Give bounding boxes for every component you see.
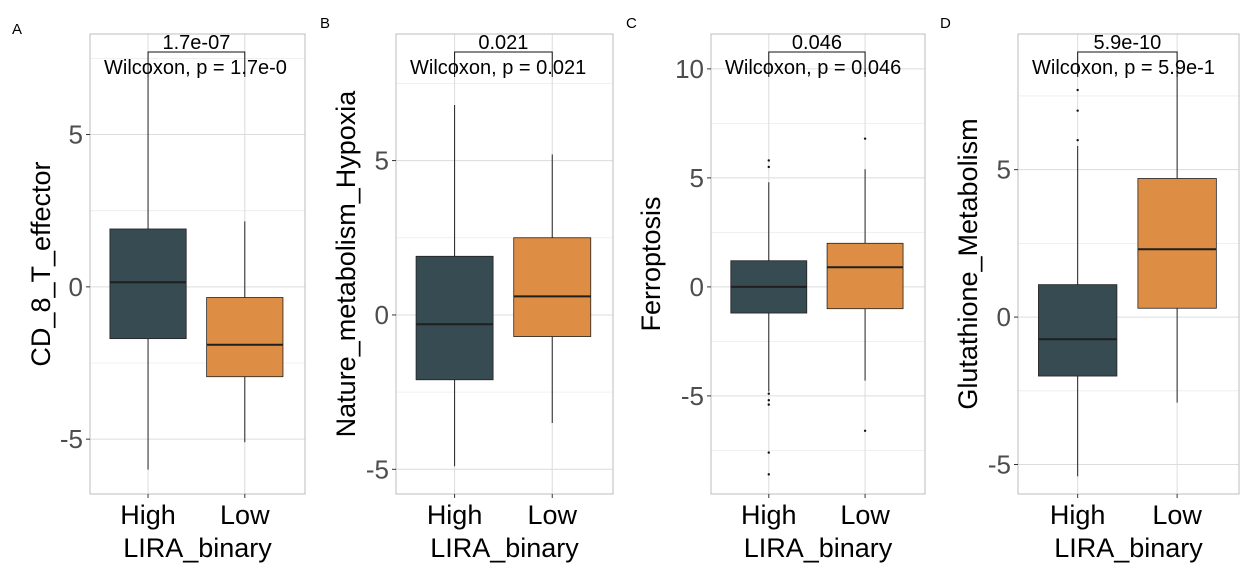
panel-D: 5.9e-10 Wilcoxon, p = 5.9e-1 -5 0 5 High LowLI… (940, 15, 1240, 563)
x-tick-label: Low (840, 500, 890, 530)
significance-bracket (454, 51, 553, 77)
test-label: Wilcoxon, p = 0.046 (725, 57, 901, 79)
x-axis-label: LIRA_binary (1054, 533, 1203, 563)
panel-border (89, 33, 306, 495)
box-body (1137, 178, 1217, 309)
test-label: Wilcoxon, p = 5.9e-1 (1032, 57, 1215, 79)
box-high (415, 105, 494, 467)
y-tick-label: 5 (997, 155, 1011, 185)
x-tick-label: High (741, 500, 797, 530)
box-body (826, 242, 904, 310)
y-tick-label: 5 (375, 146, 389, 176)
panel-letter: D (940, 15, 951, 32)
x-tick-label: Low (1152, 500, 1202, 530)
box-low (1137, 66, 1217, 403)
p-value-label: 0.046 (792, 32, 842, 54)
x-axis-label: LIRA_binary (744, 533, 893, 563)
box-low (826, 137, 904, 432)
boxplots (109, 76, 284, 470)
box-high (1038, 88, 1118, 477)
test-label: Wilcoxon, p = 0.021 (410, 57, 586, 79)
outlier-point (767, 165, 770, 169)
outlier-point (1076, 88, 1079, 92)
outlier-point (767, 451, 770, 454)
box-body (415, 255, 494, 381)
panel-border (1017, 33, 1240, 495)
y-axis-label: CD_8_T_effector (26, 161, 56, 366)
box-body (1038, 284, 1118, 377)
y-tick-label: -5 (988, 450, 1011, 480)
x-tick-label: Low (220, 500, 270, 530)
outlier-point (767, 403, 770, 406)
boxplots (730, 137, 904, 476)
outlier-point (1076, 138, 1079, 142)
y-axis-label: Glutathione_Metabolism (953, 118, 983, 409)
y-tick-label: 10 (675, 54, 704, 84)
outlier-point (767, 399, 770, 402)
x-axis-label: LIRA_binary (430, 533, 579, 563)
x-tick-label: High (427, 500, 483, 530)
panel-letter: C (626, 15, 637, 32)
box-body (109, 228, 187, 340)
box-body (513, 237, 592, 337)
panel-border (395, 33, 614, 495)
y-tick-label: -5 (681, 381, 704, 411)
p-value-label: 5.9e-10 (1093, 32, 1161, 54)
box-body (206, 297, 284, 378)
panel-A: 1.7e-07 Wilcoxon, p = 1.7e-0 -5 0 5 High LowLI… (12, 21, 306, 563)
x-axis-label: LIRA_binary (123, 533, 272, 563)
outlier-point (1076, 109, 1079, 112)
box-low (513, 154, 592, 423)
y-axis-label: Nature_metabolism_Hypoxia (331, 90, 361, 438)
p-value-label: 0.021 (478, 32, 528, 54)
panel-border (710, 33, 926, 495)
test-label: Wilcoxon, p = 1.7e-0 (104, 57, 287, 79)
outlier-point (863, 429, 867, 432)
y-tick-label: -5 (366, 454, 389, 484)
y-axis-label: Ferroptosis (636, 196, 666, 331)
x-tick-label: High (1050, 500, 1106, 530)
y-tick-label: 0 (690, 272, 704, 302)
significance-bracket (147, 51, 246, 77)
y-tick-label: 0 (375, 300, 389, 330)
box-low (206, 221, 284, 443)
y-tick-label: -5 (60, 424, 83, 454)
y-tick-label: 0 (997, 302, 1011, 332)
outlier-point (767, 159, 770, 162)
significance-bracket (768, 51, 866, 77)
boxplots (1038, 66, 1217, 477)
p-value-label: 1.7e-07 (163, 32, 231, 54)
panel-letter: A (12, 21, 22, 38)
y-tick-label: 0 (69, 272, 83, 302)
y-tick-label: 5 (69, 120, 83, 150)
x-tick-label: High (120, 500, 176, 530)
panel-B: 0.021 Wilcoxon, p = 0.021 -5 0 5 High LowLIRA_… (320, 15, 614, 563)
panel-C: 0.046 Wilcoxon, p = 0.046 -5 0 5 10 High LowLIR… (626, 15, 926, 563)
x-tick-label: Low (527, 500, 577, 530)
box-high (109, 76, 187, 470)
panel-letter: B (320, 15, 330, 32)
outlier-point (863, 137, 867, 140)
y-tick-label: 5 (690, 163, 704, 193)
significance-bracket (1077, 51, 1178, 77)
box-high (730, 159, 808, 476)
outlier-point (767, 392, 770, 395)
outlier-point (767, 473, 770, 476)
boxplots (415, 105, 592, 467)
